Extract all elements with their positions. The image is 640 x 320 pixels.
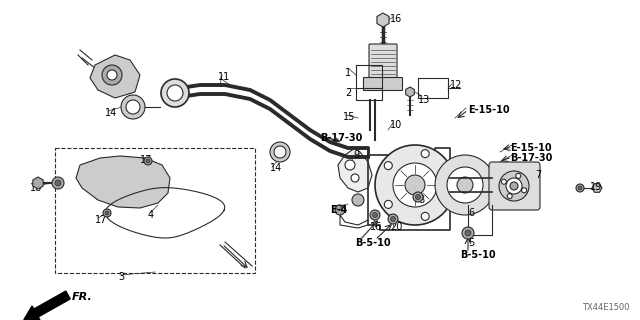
Text: 8: 8	[418, 195, 424, 205]
Circle shape	[578, 186, 582, 190]
Circle shape	[388, 214, 398, 224]
Circle shape	[105, 211, 109, 215]
Circle shape	[390, 217, 396, 221]
Circle shape	[421, 150, 429, 158]
Circle shape	[435, 155, 495, 215]
Polygon shape	[90, 55, 140, 98]
Text: 5: 5	[468, 238, 474, 248]
Text: 2: 2	[345, 88, 351, 98]
Circle shape	[465, 230, 471, 236]
Circle shape	[508, 194, 512, 199]
Text: 3: 3	[118, 272, 124, 282]
Circle shape	[393, 163, 437, 207]
Text: 12: 12	[450, 80, 462, 90]
Circle shape	[522, 188, 527, 193]
Text: 14: 14	[105, 108, 117, 118]
Circle shape	[501, 179, 506, 184]
Circle shape	[144, 157, 152, 165]
Circle shape	[55, 180, 61, 186]
Circle shape	[462, 227, 474, 239]
Text: 9: 9	[353, 150, 359, 160]
Circle shape	[506, 178, 522, 194]
Text: 17: 17	[140, 155, 152, 165]
Circle shape	[126, 100, 140, 114]
Circle shape	[384, 200, 392, 208]
Circle shape	[121, 95, 145, 119]
Circle shape	[345, 160, 355, 170]
Text: TX44E1500: TX44E1500	[582, 303, 630, 312]
Circle shape	[352, 194, 364, 206]
Circle shape	[576, 184, 584, 192]
Polygon shape	[592, 184, 602, 192]
Polygon shape	[33, 177, 43, 189]
Circle shape	[108, 170, 132, 194]
Circle shape	[144, 164, 152, 172]
Text: 14: 14	[270, 163, 282, 173]
Text: 17: 17	[95, 215, 108, 225]
Circle shape	[100, 162, 140, 202]
Circle shape	[384, 162, 392, 170]
Circle shape	[405, 175, 425, 195]
Circle shape	[114, 176, 126, 188]
Text: FR.: FR.	[72, 292, 93, 302]
Text: B-17-30: B-17-30	[510, 153, 552, 163]
Text: B-17-30: B-17-30	[320, 133, 362, 143]
Circle shape	[372, 212, 378, 218]
Circle shape	[274, 146, 286, 158]
Text: 7: 7	[535, 170, 541, 180]
Circle shape	[103, 209, 111, 217]
Text: 6: 6	[468, 208, 474, 218]
Circle shape	[510, 182, 518, 190]
Text: 16: 16	[370, 222, 382, 232]
FancyArrow shape	[24, 291, 70, 320]
Text: 4: 4	[148, 210, 154, 220]
Circle shape	[444, 181, 452, 189]
Text: 13: 13	[418, 95, 430, 105]
Circle shape	[413, 192, 423, 202]
Circle shape	[335, 205, 345, 215]
Text: 1: 1	[345, 68, 351, 78]
Text: 11: 11	[218, 72, 230, 82]
Circle shape	[375, 145, 455, 225]
Polygon shape	[406, 87, 414, 97]
Text: 10: 10	[390, 120, 403, 130]
FancyBboxPatch shape	[369, 44, 397, 81]
Circle shape	[415, 195, 420, 199]
FancyBboxPatch shape	[489, 162, 540, 210]
Text: E-4: E-4	[330, 205, 348, 215]
Circle shape	[516, 173, 521, 178]
Circle shape	[421, 212, 429, 220]
Bar	[55, 148, 255, 273]
Polygon shape	[338, 148, 372, 192]
Circle shape	[161, 79, 189, 107]
Circle shape	[95, 190, 105, 200]
Text: E-15-10: E-15-10	[468, 105, 509, 115]
FancyBboxPatch shape	[364, 77, 403, 91]
Circle shape	[447, 167, 483, 203]
Text: E-15-10: E-15-10	[510, 143, 552, 153]
Text: 15: 15	[343, 112, 355, 122]
Circle shape	[52, 177, 64, 189]
Text: 20: 20	[390, 222, 403, 232]
Circle shape	[457, 177, 473, 193]
Circle shape	[102, 65, 122, 85]
Circle shape	[167, 85, 183, 101]
Text: 19: 19	[590, 182, 602, 192]
Circle shape	[351, 174, 359, 182]
Circle shape	[107, 70, 117, 80]
Circle shape	[499, 171, 529, 201]
Text: 16: 16	[390, 14, 403, 24]
Circle shape	[370, 210, 380, 220]
Text: 18: 18	[30, 183, 42, 193]
Circle shape	[146, 159, 150, 163]
Circle shape	[270, 142, 290, 162]
Polygon shape	[377, 13, 389, 27]
Text: B-5-10: B-5-10	[460, 250, 495, 260]
Text: B-5-10: B-5-10	[355, 238, 390, 248]
Polygon shape	[76, 156, 170, 208]
